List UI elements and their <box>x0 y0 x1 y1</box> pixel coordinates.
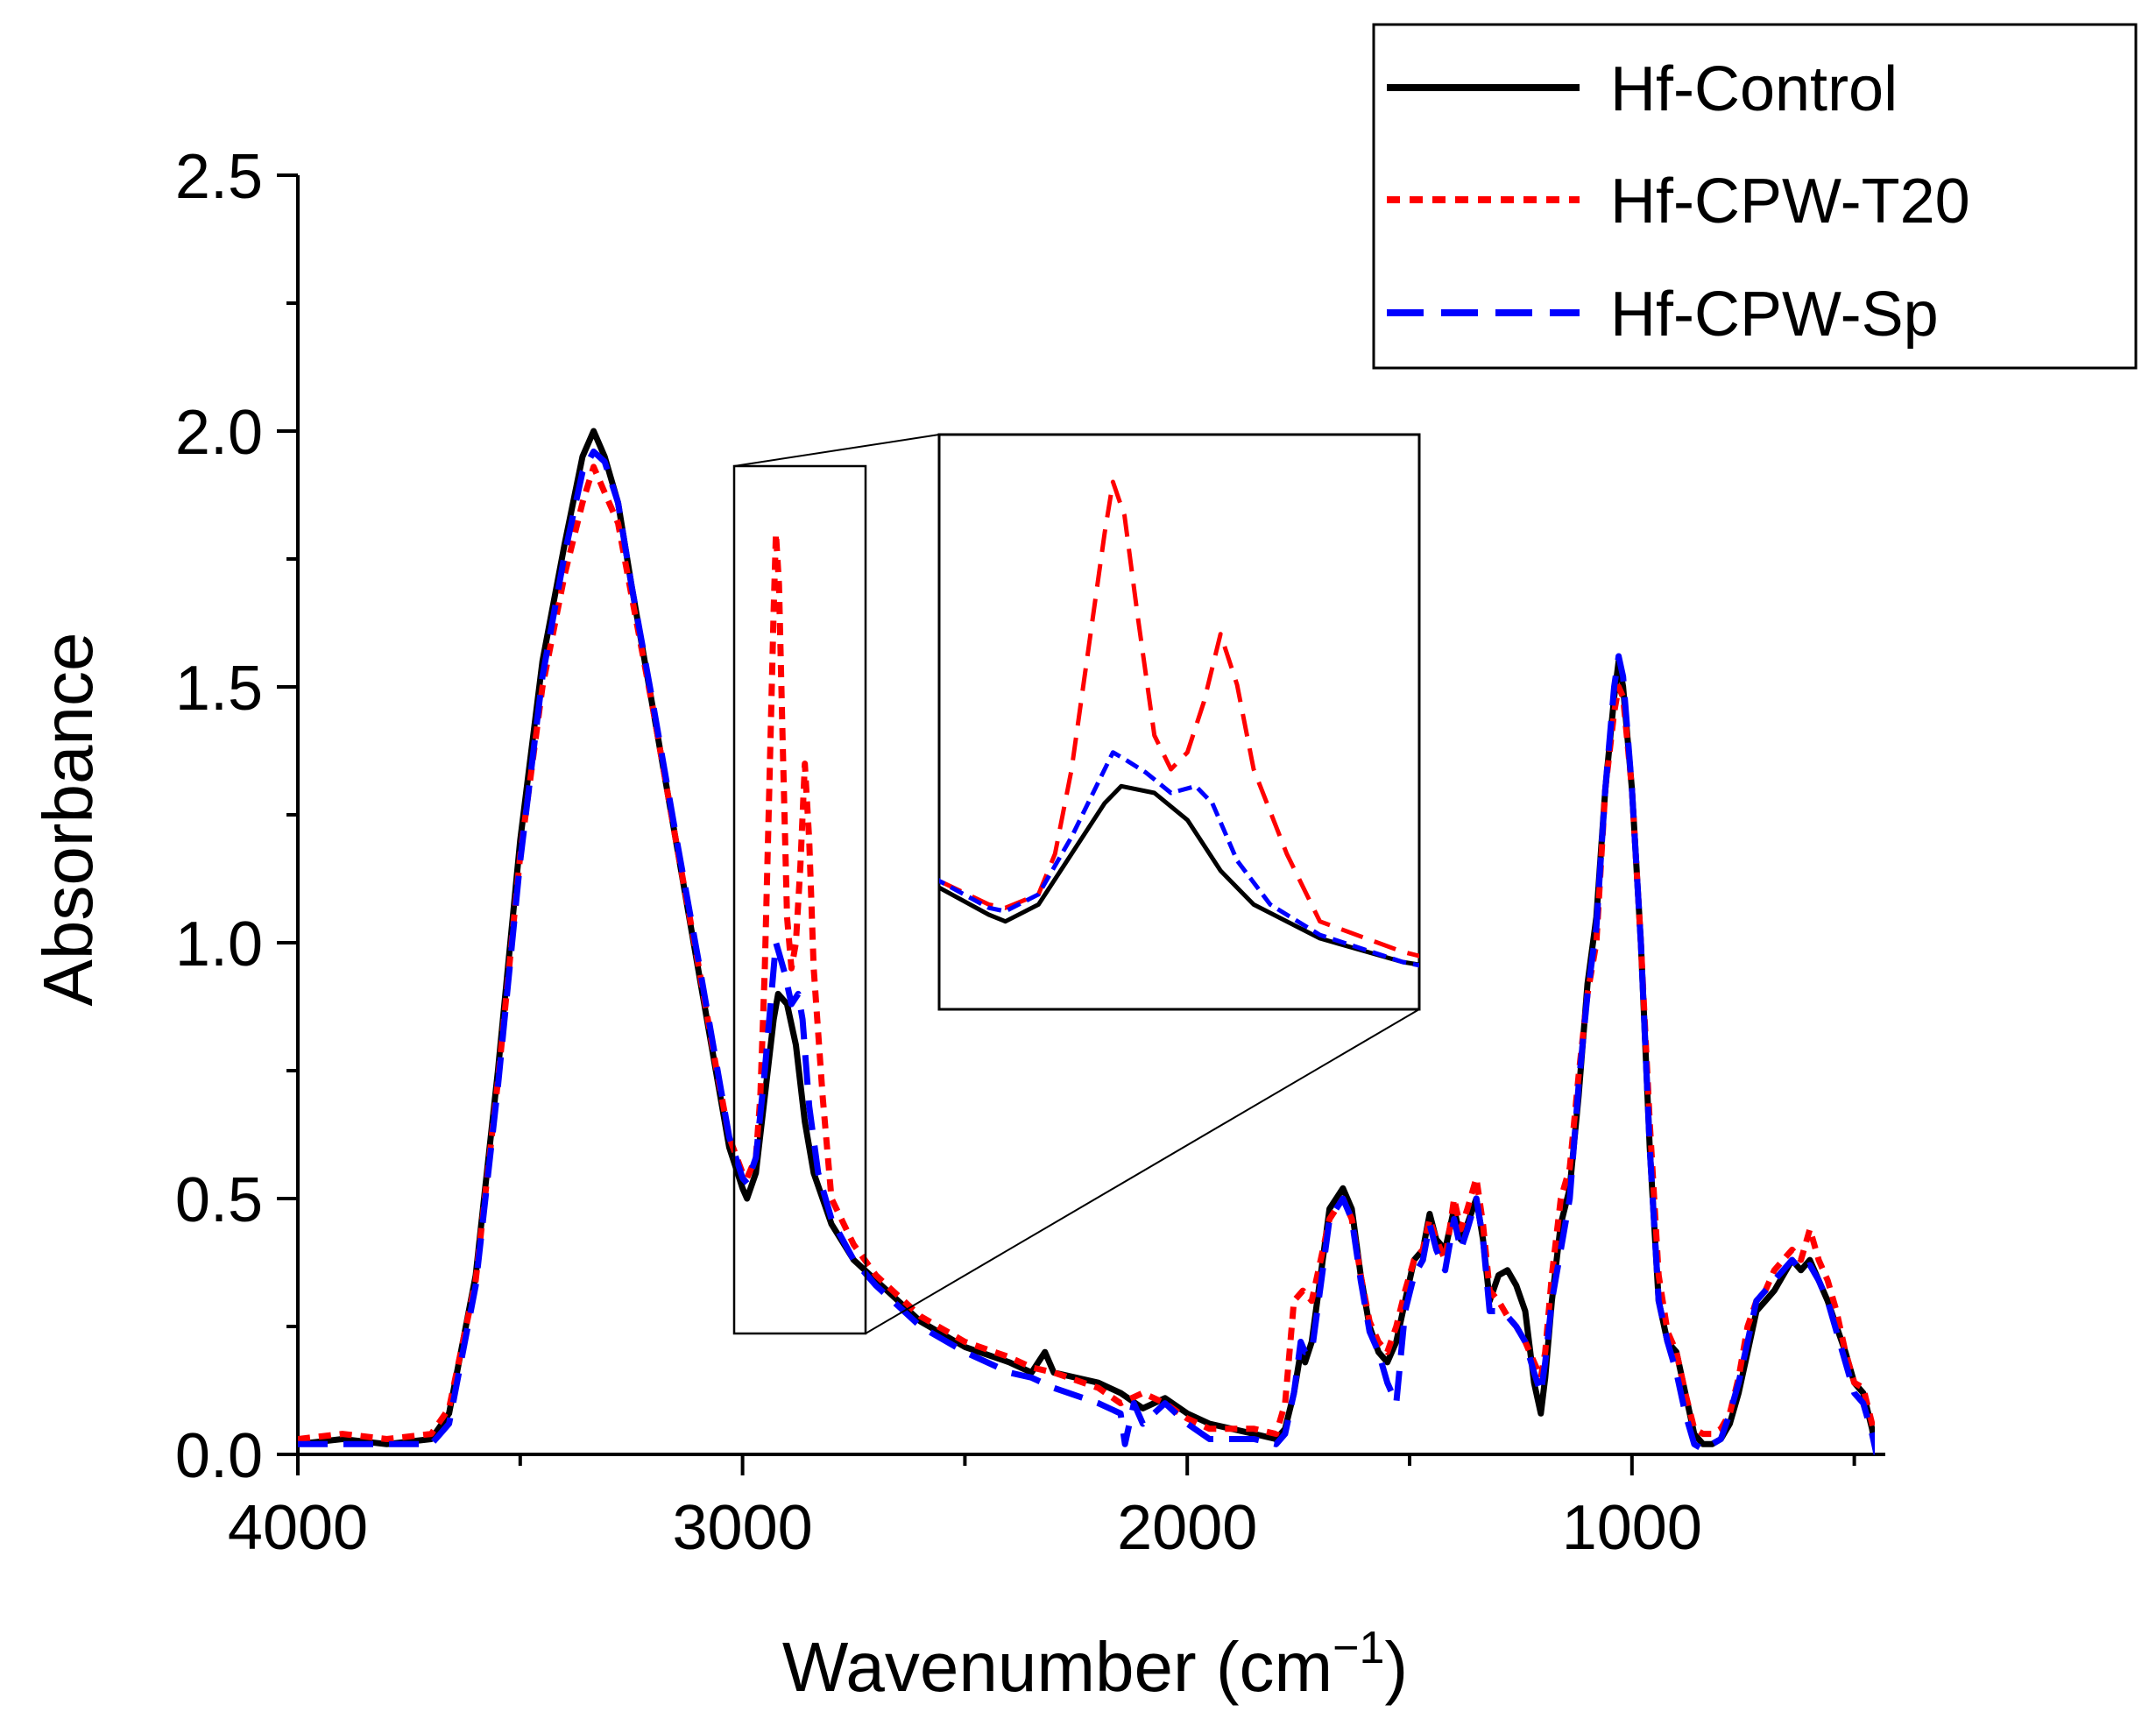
legend-item-hf-cpw-t20: Hf-CPW-T20 <box>1387 166 1970 237</box>
legend-label-hf-control: Hf-Control <box>1610 54 1898 124</box>
y-tick-label: 1.5 <box>175 654 263 724</box>
legend-label-hf-cpw-sp: Hf-CPW-Sp <box>1610 279 1939 350</box>
series-line-hf-cpw-t20 <box>298 463 1875 1446</box>
inset-frame <box>937 433 1421 1011</box>
y-axis-title: Absorbance <box>29 633 107 1007</box>
series-line-hf-cpw-sp <box>298 448 1875 1455</box>
zoom-connector-top <box>733 434 940 467</box>
series-line-hf-control <box>298 428 1875 1455</box>
legend-item-hf-cpw-sp: Hf-CPW-Sp <box>1387 279 1939 350</box>
zoom-region-box <box>732 464 867 1335</box>
x-axis-title-superscript: −1 <box>1332 1623 1384 1673</box>
x-tick-label: 3000 <box>673 1493 813 1563</box>
x-ticks: 4000 3000 2000 1000 <box>228 1454 1856 1563</box>
x-tick-label: 2000 <box>1117 1493 1257 1563</box>
zoom-connector-bottom <box>865 1008 1420 1334</box>
y-tick-label: 2.5 <box>175 142 263 212</box>
y-tick-label: 0.0 <box>175 1421 263 1491</box>
inset-plot <box>937 433 1421 1011</box>
y-tick-label: 0.5 <box>175 1165 263 1235</box>
legend-item-hf-control: Hf-Control <box>1387 54 1898 124</box>
inset-line-hf-cpw-sp <box>939 750 1419 968</box>
series-group <box>298 428 1875 1455</box>
inset-line-hf-cpw-t20 <box>939 479 1419 958</box>
zoom-region <box>732 434 1420 1335</box>
x-tick-label: 4000 <box>228 1493 368 1563</box>
inset-series-group <box>939 479 1419 968</box>
y-tick-label: 1.0 <box>175 909 263 980</box>
y-tick-label: 2.0 <box>175 398 263 468</box>
legend: Hf-Control Hf-CPW-T20 Hf-CPW-Sp <box>1372 23 2138 370</box>
x-tick-label: 1000 <box>1562 1493 1702 1563</box>
legend-label-hf-cpw-t20: Hf-CPW-T20 <box>1610 166 1970 237</box>
inset-line-hf-control <box>939 783 1419 967</box>
y-ticks: 0.0 0.5 1.0 1.5 2.0 2.5 <box>175 142 298 1491</box>
x-axis-title: Wavenumber (cm−1) <box>782 1623 1408 1706</box>
